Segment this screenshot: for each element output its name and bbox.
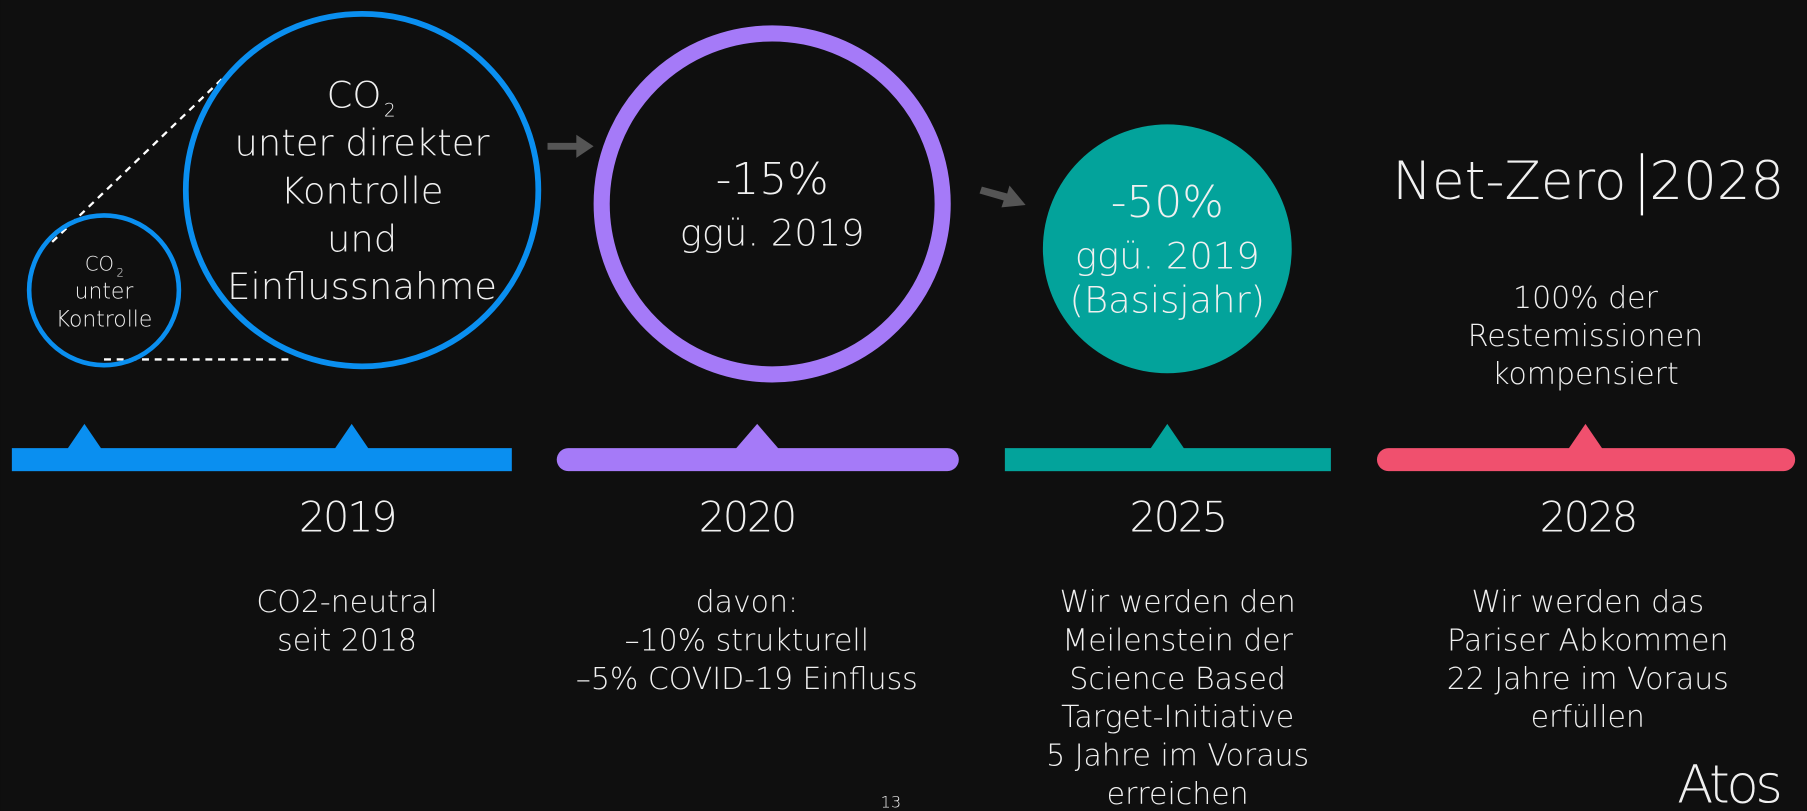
- year-label: 2019: [299, 494, 395, 542]
- year-description: 5 Jahre im Voraus: [1046, 739, 1309, 774]
- netzero-label: Net-Zero: [1392, 151, 1626, 212]
- co-label: CO: [85, 252, 114, 275]
- circle-text: Kontrolle: [281, 169, 444, 212]
- milestone-value: -50%: [1111, 177, 1224, 228]
- year-description: Meilenstein der: [1062, 624, 1293, 659]
- year-description: CO2-neutral: [256, 585, 437, 620]
- year-description: 22 Jahre im Voraus: [1447, 662, 1729, 697]
- circle-text: und: [327, 217, 397, 260]
- netzero-year: 2028: [1649, 151, 1784, 212]
- circle-text: unter direkter: [235, 122, 491, 165]
- year-description: seit 2018: [277, 624, 417, 659]
- milestone-text: ggü. 2019: [680, 212, 865, 255]
- logo: Atos: [1677, 755, 1779, 811]
- timeline-bar: [1376, 448, 1796, 472]
- marker: [1568, 423, 1603, 450]
- milestone-value: -15%: [716, 154, 829, 205]
- year-description: –10% strukturell: [625, 624, 869, 659]
- netzero-text: kompensiert: [1492, 357, 1679, 392]
- circle-2025: [1042, 124, 1292, 374]
- year-description: erreichen: [1107, 777, 1249, 811]
- year-description: Pariser Abkommen: [1447, 624, 1728, 659]
- netzero-text: Restemissionen: [1468, 319, 1703, 354]
- year-description: davon:: [696, 585, 798, 620]
- circle-text: Einflussnahme: [227, 265, 497, 308]
- netzero-text: 100% der: [1513, 281, 1659, 316]
- timeline-bar: [1004, 448, 1331, 472]
- year-description: Target-Initiative: [1061, 700, 1294, 735]
- co-sub: 2: [116, 266, 123, 280]
- year-description: Wir werden den: [1060, 585, 1296, 620]
- circle-2020: [593, 25, 951, 383]
- large-circle: [182, 10, 542, 370]
- year-label: 2020: [699, 494, 795, 542]
- year-label: 2028: [1540, 494, 1636, 542]
- co-label: CO: [327, 73, 382, 116]
- small-circle: [26, 213, 182, 368]
- marker: [1150, 423, 1185, 450]
- timeline-bar: [556, 448, 959, 472]
- marker: [735, 423, 780, 450]
- year-description: Wir werden das: [1471, 585, 1704, 620]
- zoom-line: [51, 77, 224, 243]
- timeline-bar: [11, 448, 512, 472]
- milestone-text: (Basisjahr): [1070, 278, 1265, 321]
- arrow: [979, 185, 1026, 208]
- page-number: 13: [881, 792, 902, 811]
- arrow: [547, 134, 594, 158]
- year-label: 2025: [1130, 494, 1226, 542]
- year-description: erfüllen: [1531, 700, 1645, 735]
- circle-text: Kontrolle: [56, 307, 153, 332]
- marker: [67, 423, 369, 450]
- co-sub: 2: [384, 101, 396, 122]
- year-description: Science Based: [1069, 662, 1286, 697]
- milestone-text: ggü. 2019: [1075, 235, 1260, 278]
- circle-text: unter: [75, 280, 134, 305]
- year-description: –5% COVID-19 Einfluss: [576, 662, 918, 697]
